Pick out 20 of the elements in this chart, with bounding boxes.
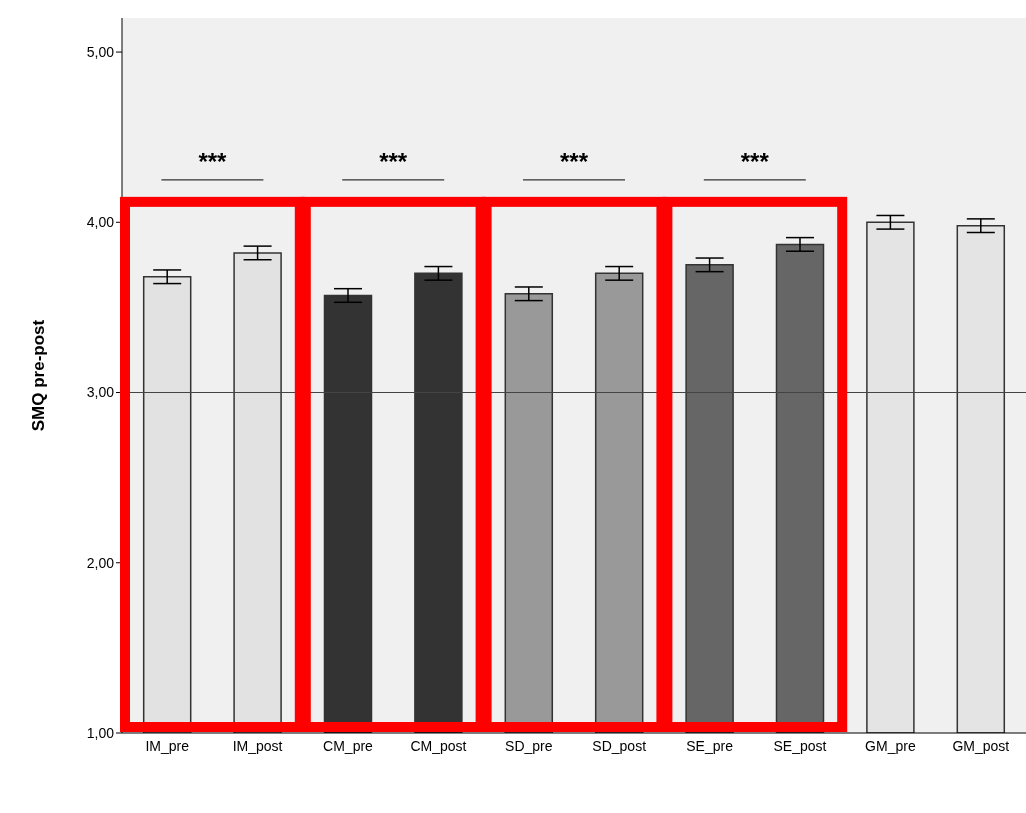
annotation: ***: [740, 147, 770, 175]
x-tick-label: IM_pre: [145, 737, 190, 754]
annotation: ***: [559, 147, 589, 175]
x-tick-label: GM_pre: [865, 737, 916, 754]
x-tick-label: CM_pre: [323, 737, 374, 754]
y-tick-label: 3,00: [86, 384, 115, 401]
x-tick-label: SD_pre: [505, 737, 553, 754]
y-tick-label: 2,00: [86, 554, 115, 571]
y-axis-title: SMQ pre-post: [29, 319, 49, 432]
x-tick-label: SE_post: [773, 737, 827, 754]
annotation: ***: [379, 147, 408, 175]
x-tick-label: IM_post: [232, 737, 283, 754]
annotation: ***: [198, 147, 228, 175]
y-tick-label: 1,00: [86, 724, 115, 741]
x-tick-label: SE_pre: [686, 737, 734, 754]
x-tick-label: SD_post: [592, 737, 647, 754]
y-tick-label: 4,00: [86, 214, 115, 231]
y-tick-label: 5,00: [86, 44, 115, 61]
x-tick-label: GM_post: [952, 737, 1010, 754]
x-tick-label: CM_post: [410, 737, 467, 754]
